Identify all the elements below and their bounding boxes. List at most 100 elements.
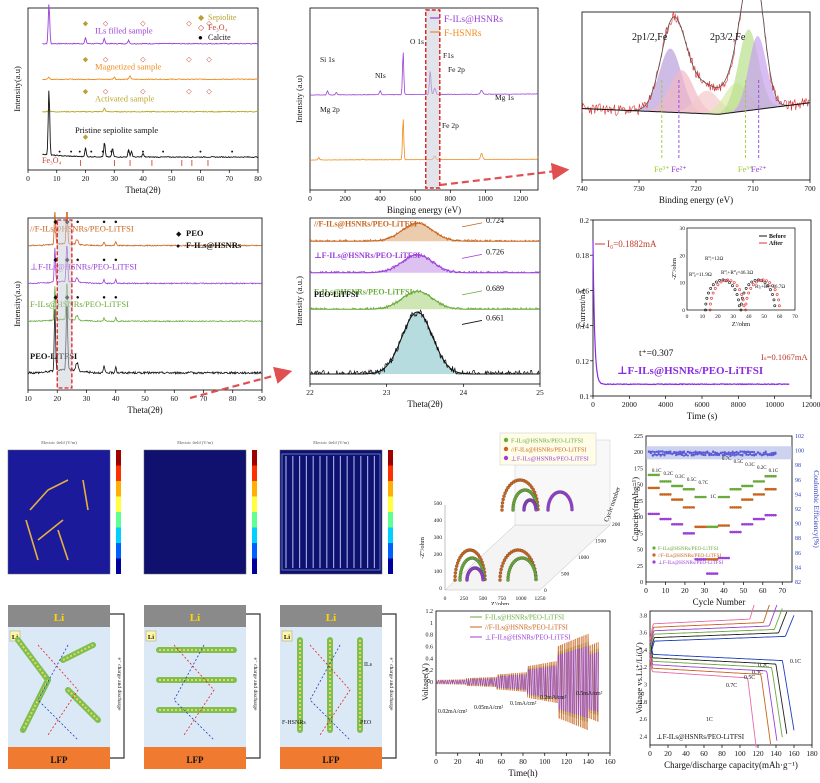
calcite-marker: ● — [110, 149, 113, 154]
annotation: t⁺=0.307 — [639, 349, 674, 359]
x-tick-label: 30 — [701, 586, 709, 595]
xrd-sepiolite-chart: 0 10 20 30 40 50 60 70 80Theta(2θ)Intensity(a.u)… — [0, 0, 270, 205]
colorbar-band — [116, 528, 121, 544]
ce-point — [714, 451, 716, 453]
legend-marker — [652, 553, 655, 556]
peak-marker: ◇ — [186, 20, 192, 28]
capacity-point — [762, 480, 765, 483]
calcite-marker: ● — [70, 149, 73, 154]
inset-x-tick: 20 — [715, 314, 721, 320]
x-tick-label: 20 — [664, 749, 672, 758]
eis-point — [504, 491, 507, 494]
capacity-point — [704, 526, 707, 529]
rate-label: 0.7C — [722, 457, 732, 462]
ce-point — [661, 453, 663, 455]
series-label: ⊥F-ILs@HSNRs/PEO-LiTFSI — [656, 733, 745, 741]
ce-point — [741, 450, 743, 452]
legend-label: F-ILs@HSNRs — [444, 15, 503, 25]
inset-x-tick: 0 — [686, 314, 689, 320]
y-tick-label: 0 — [640, 580, 643, 586]
x-tick-label: 80 — [519, 757, 527, 766]
z-tick-label: 1500 — [595, 539, 606, 545]
ce-point — [720, 452, 722, 454]
peak-label: Mg 2p — [320, 105, 340, 114]
lfp-label: LFP — [51, 755, 69, 765]
legend-marker — [504, 447, 508, 451]
y-tick-label: 0.1 — [580, 392, 590, 401]
capacity-point — [739, 488, 742, 491]
ce-point — [654, 451, 656, 453]
x-tick-label: 40 — [476, 757, 484, 766]
x-tick-label: 740 — [576, 184, 588, 193]
inset-x-label: Z'/ohm — [732, 321, 751, 328]
colorbar-band — [252, 543, 257, 559]
ce-point — [693, 454, 695, 456]
x-tick-label: 80 — [718, 749, 726, 758]
peak-value: 0.726 — [486, 247, 504, 256]
y-tick-label: 100 — [434, 569, 443, 575]
peak-marker: ◇ — [103, 20, 109, 28]
ce-point — [665, 452, 667, 454]
legend-label: Sepiolite — [208, 13, 237, 22]
colorbar-band — [252, 450, 257, 466]
y-tick-label: 3.2 — [640, 665, 648, 671]
colorbar — [252, 450, 257, 574]
ce-point — [728, 453, 730, 455]
peak-marker: ◇ — [186, 88, 192, 96]
ce-point — [700, 451, 702, 453]
y-axis-label: Intensity(a.u) — [12, 281, 22, 327]
colorbar-band — [252, 559, 257, 575]
ce-point — [683, 452, 685, 454]
legend-marker — [504, 438, 508, 442]
ce-point — [753, 451, 755, 453]
ce-point — [681, 451, 683, 453]
x-tick-label: 70 — [200, 394, 208, 403]
x-tick-label: 250 — [460, 596, 469, 602]
x-tick-label: 40 — [720, 586, 728, 595]
ce-point — [761, 454, 763, 456]
ce-point — [728, 451, 730, 453]
ce-point — [710, 453, 712, 455]
ce-point — [660, 450, 662, 452]
capacity-point — [751, 485, 754, 488]
ce-point — [716, 452, 718, 454]
x-axis-label: Time(h) — [508, 768, 537, 778]
ce-point — [702, 451, 704, 453]
eis-point — [454, 575, 457, 578]
colorbar-band — [252, 466, 257, 482]
peak-marker: ◇ — [206, 55, 212, 63]
y-tick-label: 0.8 — [426, 633, 434, 639]
ce-point — [732, 452, 734, 454]
peak-marker: ◆ — [83, 20, 89, 28]
x-tick-label: 20 — [82, 174, 90, 183]
y2-tick-label: 94 — [795, 492, 801, 498]
colorbar-band — [116, 512, 121, 528]
y-axis-label: Intensity (a.u) — [294, 75, 304, 123]
ce-point — [763, 452, 765, 454]
x-tick-label: 100 — [734, 749, 746, 758]
x-tick-label: 180 — [806, 749, 818, 758]
rate-label: 0.2C — [664, 472, 674, 477]
z-tick-label: 0 — [544, 588, 547, 594]
x-tick-label: 60 — [759, 586, 767, 595]
legend-label: F-ILs@HSNRs/PEO-LiTFSI — [485, 615, 565, 622]
legend-symbol: ◆ — [198, 13, 205, 22]
x-tick-label: 25 — [536, 388, 544, 397]
y2-tick-label: 102 — [795, 434, 804, 440]
x-tick-label: 23 — [383, 388, 391, 397]
xps-survey-panel: 0 200 400 600 800 1000 1200 Binging energy (eV)… — [290, 0, 550, 220]
eis-point — [534, 508, 537, 511]
x-tick-label: 100 — [539, 757, 551, 766]
x-tick-label: 60 — [700, 749, 708, 758]
ce-point — [677, 453, 679, 455]
ce-point — [718, 453, 720, 455]
rate-label: 0.3C — [745, 463, 755, 468]
y-tick-label: 2.6 — [640, 717, 648, 723]
ce-point — [683, 455, 685, 457]
capacity-point — [762, 518, 765, 521]
x-tick-label: 50 — [740, 586, 748, 595]
component-label: Fe²⁺ — [671, 164, 687, 174]
colorbar-band — [388, 450, 393, 466]
series-label: PEO-LiTFSI — [314, 290, 358, 299]
map-field — [280, 450, 382, 574]
